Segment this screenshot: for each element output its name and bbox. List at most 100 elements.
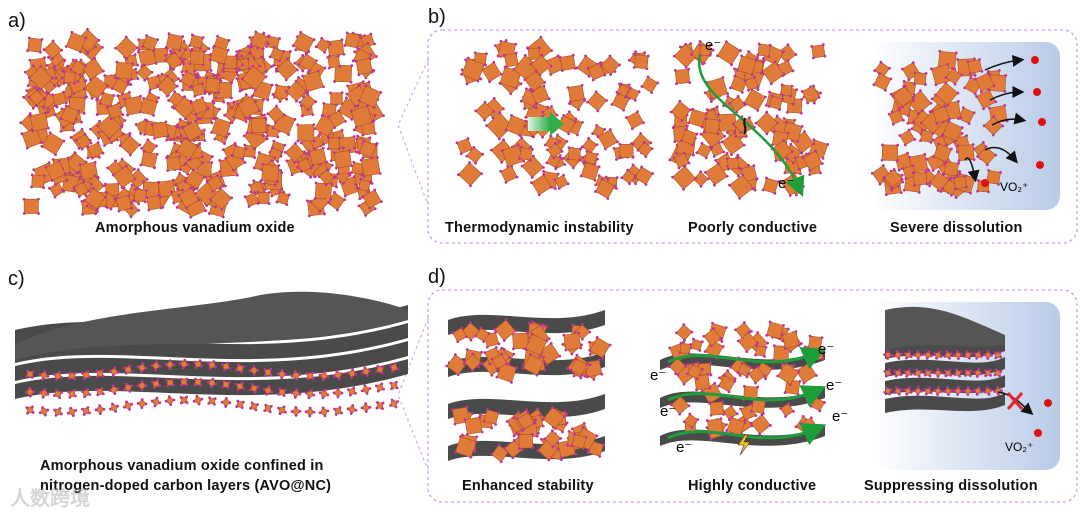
oxygen-atom xyxy=(578,158,581,162)
oxygen-atom xyxy=(680,139,683,142)
oxygen-atom xyxy=(538,323,542,327)
oxygen-atom xyxy=(168,67,172,70)
oxygen-atom xyxy=(240,381,244,385)
oxygen-atom xyxy=(165,156,169,160)
oxygen-atom xyxy=(451,331,455,335)
oxygen-atom xyxy=(323,388,327,392)
oxygen-atom xyxy=(729,404,733,408)
oxygen-atom xyxy=(153,136,156,140)
oxygen-atom xyxy=(531,89,535,93)
oxygen-atom xyxy=(368,387,372,390)
oxygen-atom xyxy=(710,344,713,348)
oxygen-atom xyxy=(158,365,162,368)
oxygen-atom xyxy=(82,87,86,91)
oxygen-atom xyxy=(490,373,494,377)
oxygen-atom xyxy=(924,170,928,173)
oxygen-atom xyxy=(28,114,32,117)
oxygen-atom xyxy=(375,155,379,159)
oxygen-atom xyxy=(236,57,239,61)
oxygen-atom xyxy=(812,84,816,88)
oxygen-atom xyxy=(704,156,708,160)
vo6-octahedron xyxy=(589,337,611,359)
oxygen-atom xyxy=(159,206,163,210)
oxygen-atom xyxy=(466,56,470,60)
oxygen-atom xyxy=(770,94,774,98)
oxygen-atom xyxy=(282,50,286,53)
oxygen-atom xyxy=(338,406,342,409)
oxygen-atom xyxy=(270,390,274,394)
oxygen-atom xyxy=(530,147,534,151)
oxygen-atom xyxy=(529,353,532,356)
oxygen-atom xyxy=(502,138,505,142)
oxygen-atom xyxy=(137,50,140,54)
oxygen-atom xyxy=(530,432,534,436)
oxygen-atom xyxy=(369,180,372,184)
oxygen-atom xyxy=(754,58,758,62)
oxygen-atom xyxy=(95,210,99,214)
oxygen-atom xyxy=(96,124,100,128)
caption-amorphous-vo: Amorphous vanadium oxide xyxy=(95,220,295,236)
oxygen-atom xyxy=(627,83,631,87)
oxygen-atom xyxy=(279,168,283,172)
oxygen-atom xyxy=(929,369,933,373)
oxygen-atom xyxy=(535,373,539,377)
oxygen-atom xyxy=(463,418,467,421)
oxygen-atom xyxy=(356,134,359,138)
oxygen-atom xyxy=(519,146,523,149)
oxygen-atom xyxy=(488,80,491,84)
oxygen-atom xyxy=(306,157,310,160)
oxygen-atom xyxy=(323,50,326,54)
oxygen-atom xyxy=(516,143,520,147)
oxygen-atom xyxy=(911,61,915,64)
oxygen-atom xyxy=(756,85,760,89)
oxygen-atom xyxy=(687,404,691,408)
oxygen-atom xyxy=(128,389,132,393)
oxygen-atom xyxy=(691,107,695,111)
oxygen-atom xyxy=(217,91,220,95)
oxygen-atom xyxy=(539,35,543,39)
oxygen-atom xyxy=(915,368,919,372)
oxygen-atom xyxy=(181,366,185,370)
oxygen-atom xyxy=(800,97,804,101)
oxygen-atom xyxy=(923,352,926,356)
oxygen-atom xyxy=(345,92,349,96)
oxygen-atom xyxy=(71,414,75,417)
oxygen-atom xyxy=(695,388,698,392)
vo6-octahedron xyxy=(641,76,659,94)
oxygen-atom xyxy=(165,138,169,142)
oxygen-atom xyxy=(973,74,977,77)
oxygen-atom xyxy=(567,146,571,150)
oxygen-atom xyxy=(949,373,953,377)
oxygen-atom xyxy=(884,193,888,197)
oxygen-atom xyxy=(895,386,898,390)
oxygen-atom xyxy=(181,88,184,92)
vo6-octahedron xyxy=(315,37,331,53)
oxygen-atom xyxy=(80,120,83,124)
oxygen-atom xyxy=(588,363,592,366)
oxygen-atom xyxy=(911,171,915,175)
oxygen-atom xyxy=(305,371,309,375)
oxygen-atom xyxy=(678,351,682,355)
oxygen-atom xyxy=(296,165,300,169)
oxygen-atom xyxy=(31,405,34,409)
oxygen-atom xyxy=(84,64,87,68)
oxygen-atom xyxy=(86,387,89,391)
oxygen-atom xyxy=(237,68,241,72)
oxygen-atom xyxy=(208,58,212,62)
oxygen-atom xyxy=(956,58,960,61)
vo6-octahedron xyxy=(39,407,49,416)
vo6-octahedron xyxy=(151,121,169,139)
oxygen-atom xyxy=(547,458,551,462)
oxygen-atom xyxy=(497,342,501,346)
vo6-octahedron xyxy=(115,61,133,80)
vo2-ion xyxy=(1036,161,1044,169)
oxygen-atom xyxy=(26,49,29,53)
oxygen-atom xyxy=(794,53,798,56)
oxygen-atom xyxy=(615,187,618,190)
oxygen-atom xyxy=(140,406,144,410)
oxygen-atom xyxy=(910,127,914,131)
panel-a-label: a) xyxy=(8,10,26,32)
oxygen-atom xyxy=(230,196,234,200)
vo6-octahedron xyxy=(166,156,181,171)
oxygen-atom xyxy=(241,400,245,404)
